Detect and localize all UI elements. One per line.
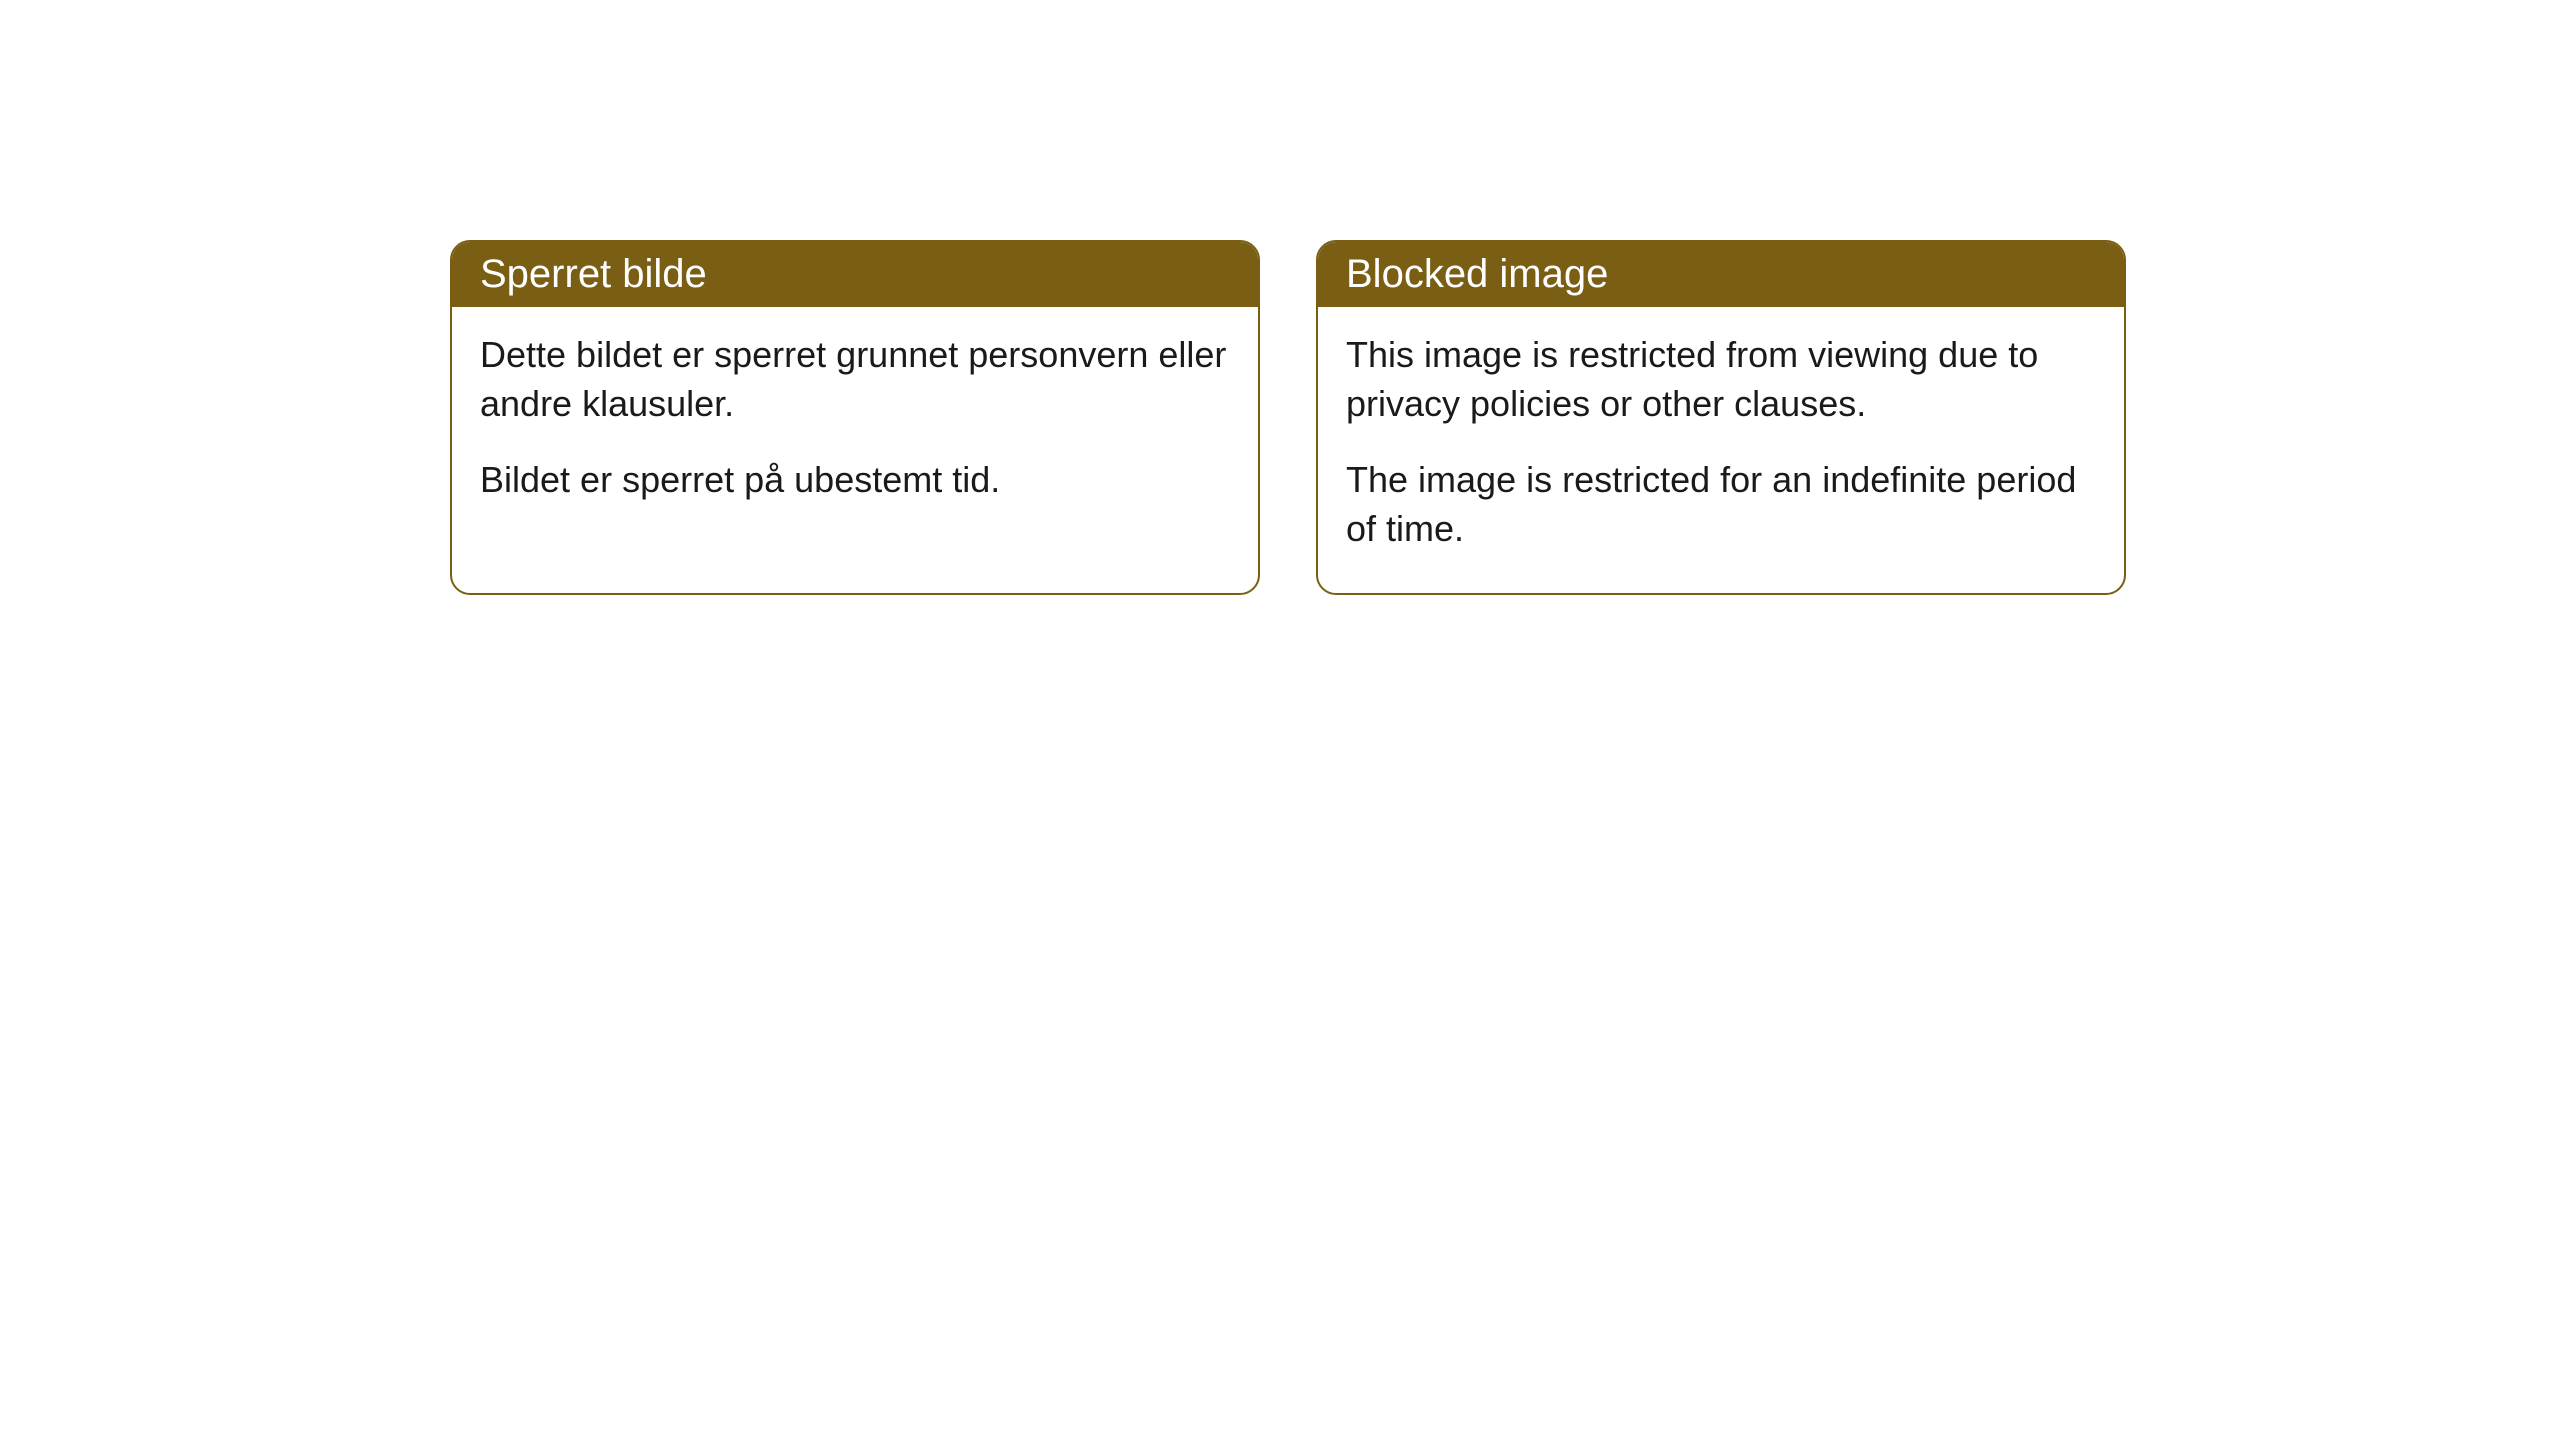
card-body-english: This image is restricted from viewing du… <box>1318 307 2124 593</box>
card-body-norwegian: Dette bildet er sperret grunnet personve… <box>452 307 1258 545</box>
notice-card-norwegian: Sperret bilde Dette bildet er sperret gr… <box>450 240 1260 595</box>
card-title-norwegian: Sperret bilde <box>480 252 707 296</box>
card-text-norwegian-2: Bildet er sperret på ubestemt tid. <box>480 456 1230 505</box>
card-header-norwegian: Sperret bilde <box>452 242 1258 307</box>
card-title-english: Blocked image <box>1346 252 1608 296</box>
notice-container: Sperret bilde Dette bildet er sperret gr… <box>450 240 2126 595</box>
card-header-english: Blocked image <box>1318 242 2124 307</box>
notice-card-english: Blocked image This image is restricted f… <box>1316 240 2126 595</box>
card-text-english-2: The image is restricted for an indefinit… <box>1346 456 2096 553</box>
card-text-norwegian-1: Dette bildet er sperret grunnet personve… <box>480 331 1230 428</box>
card-text-english-1: This image is restricted from viewing du… <box>1346 331 2096 428</box>
